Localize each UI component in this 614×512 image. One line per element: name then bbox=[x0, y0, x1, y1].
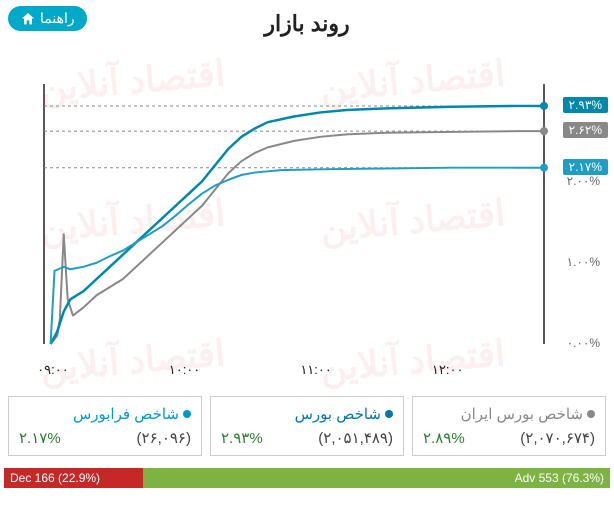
legend-name: شاخص بورس ایران bbox=[461, 405, 583, 423]
legend-value: (۲,۰۷۰,۶۷۴) bbox=[520, 429, 595, 447]
legend-row: شاخص بورس ایران(۲,۰۷۰,۶۷۴)۲.۸۹%شاخص بورس… bbox=[4, 396, 610, 456]
chart-svg bbox=[4, 64, 610, 374]
page-title: روند بازار bbox=[264, 11, 349, 37]
end-label: ۲.۹۳% bbox=[563, 97, 608, 113]
y-tick: ۱.۰۰% bbox=[567, 255, 600, 269]
legend-dot-icon bbox=[587, 410, 595, 418]
legend-title: شاخص بورس bbox=[221, 405, 393, 423]
legend-values: (۲,۰۵۱,۴۸۹) ۲.۹۳% bbox=[221, 429, 393, 447]
legend-value: (۲,۰۵۱,۴۸۹) bbox=[318, 429, 393, 447]
legend-name: شاخص بورس bbox=[295, 405, 381, 423]
legend-dot-icon bbox=[183, 410, 191, 418]
x-tick: ۱۱:۰۰ bbox=[300, 362, 332, 378]
home-icon bbox=[20, 11, 36, 27]
adv-dec-bar: Dec 166 (22.9%) Adv 553 (76.3%) bbox=[4, 468, 610, 488]
y-tick: ۲.۰۰% bbox=[567, 174, 600, 188]
legend-name: شاخص فرابورس bbox=[73, 405, 179, 423]
y-tick: ۰.۰۰% bbox=[567, 336, 600, 350]
chart-area: ۲.۹۳%۲.۶۲%۲.۱۷%۰.۰۰%۱.۰۰%۲.۰۰%۰۹:۰۰۱۰:۰۰… bbox=[4, 64, 610, 374]
legend-card[interactable]: شاخص بورس (۲,۰۵۱,۴۸۹) ۲.۹۳% bbox=[210, 396, 404, 456]
legend-values: (۲۶,۰۹۶) ۲.۱۷% bbox=[19, 429, 191, 447]
adv-segment: Adv 553 (76.3%) bbox=[143, 468, 610, 488]
guide-label: راهنما bbox=[40, 10, 75, 27]
legend-pct: ۲.۱۷% bbox=[19, 429, 61, 447]
legend-dot-icon bbox=[385, 410, 393, 418]
page-root: اقتصاد آنلاین اقتصاد آنلاین اقتصاد آنلای… bbox=[0, 0, 614, 512]
x-tick: ۱۲:۰۰ bbox=[432, 362, 464, 378]
legend-values: (۲,۰۷۰,۶۷۴) ۲.۸۹% bbox=[423, 429, 595, 447]
end-label: ۲.۶۲% bbox=[563, 122, 608, 138]
legend-card[interactable]: شاخص بورس ایران (۲,۰۷۰,۶۷۴) ۲.۸۹% bbox=[412, 396, 606, 456]
legend-title: شاخص فرابورس bbox=[19, 405, 191, 423]
legend-card[interactable]: شاخص فرابورس (۲۶,۰۹۶) ۲.۱۷% bbox=[8, 396, 202, 456]
x-tick: ۱۰:۰۰ bbox=[169, 362, 201, 378]
header: راهنما روند بازار bbox=[4, 4, 610, 44]
end-label: ۲.۱۷% bbox=[563, 159, 608, 175]
guide-button[interactable]: راهنما bbox=[8, 6, 87, 31]
dec-segment: Dec 166 (22.9%) bbox=[4, 468, 143, 488]
legend-value: (۲۶,۰۹۶) bbox=[137, 429, 191, 447]
legend-title: شاخص بورس ایران bbox=[423, 405, 595, 423]
legend-pct: ۲.۸۹% bbox=[423, 429, 465, 447]
legend-pct: ۲.۹۳% bbox=[221, 429, 263, 447]
x-tick: ۰۹:۰۰ bbox=[37, 362, 69, 378]
